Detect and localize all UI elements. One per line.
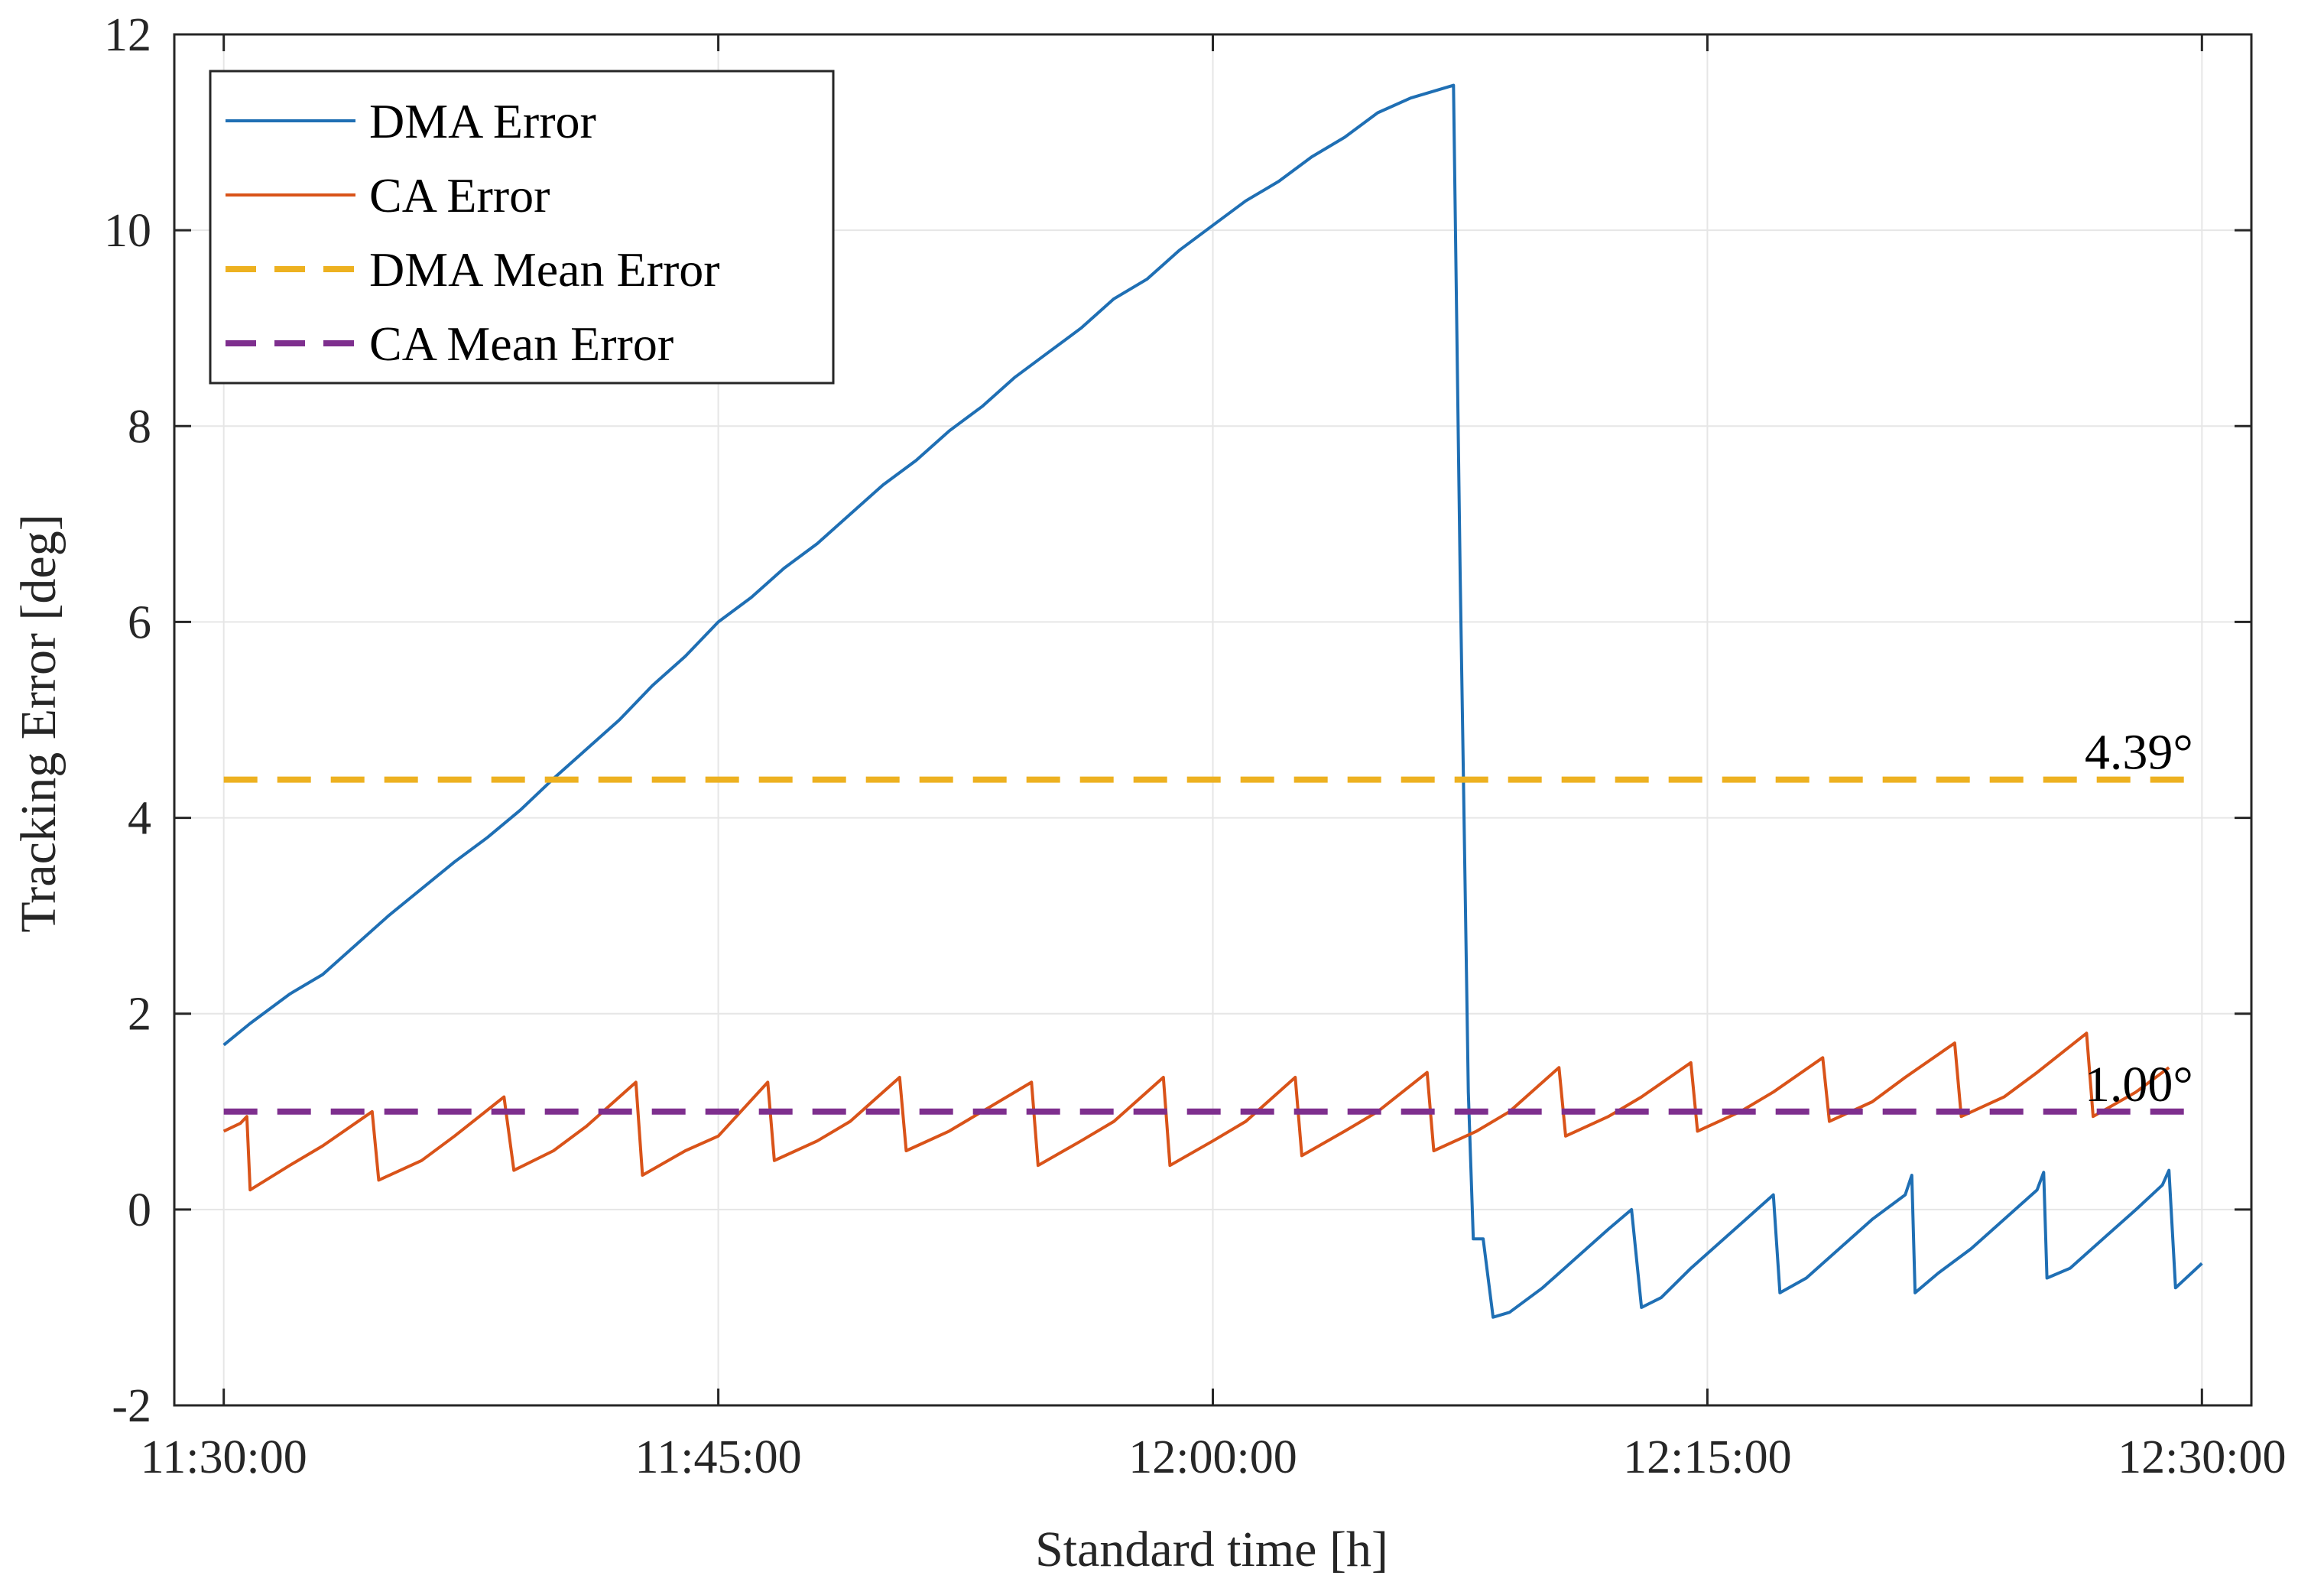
- x-tick-label: 11:30:00: [141, 1431, 307, 1483]
- y-axis-label: Tracking Error [deg]: [11, 514, 67, 932]
- series-line-dma-error: [222, 83, 2203, 1319]
- x-tick-label: 12:15:00: [1623, 1431, 1791, 1483]
- y-tick-label: 2: [128, 989, 151, 1041]
- series-layer: [222, 83, 2203, 1319]
- labels-layer: Standard time [h] Tracking Error [deg]: [11, 514, 1388, 1577]
- y-tick-label: 10: [104, 205, 151, 257]
- legend-label: DMA Mean Error: [369, 242, 720, 297]
- mean-annotation: 1.00°: [2085, 1057, 2193, 1113]
- ticks-layer: 11:30:00 11:45:00 12:00:00 12:15:00 12:30:00…: [104, 9, 2287, 1483]
- legend: DMA Error CA Error DMA Mean Error CA Mean E…: [209, 70, 835, 385]
- mean-annotation: 4.39°: [2085, 725, 2193, 781]
- y-tick-label: 8: [128, 401, 151, 453]
- y-tick-label: -2: [112, 1380, 151, 1432]
- x-axis-label: Standard time [h]: [1035, 1522, 1388, 1577]
- x-tick-label: 12:30:00: [2118, 1431, 2286, 1483]
- y-tick-label: 4: [128, 793, 151, 845]
- x-tick-label: 12:00:00: [1128, 1431, 1297, 1483]
- annotation-layer: 4.39° 1.00°: [2085, 725, 2193, 1113]
- y-tick-label: 6: [128, 596, 151, 648]
- legend-label: CA Error: [369, 168, 550, 223]
- y-tick-label: 0: [128, 1184, 151, 1236]
- legend-label: CA Mean Error: [369, 317, 674, 371]
- y-tick-label: 12: [104, 9, 151, 61]
- x-tick-label: 11:45:00: [635, 1431, 802, 1483]
- legend-label: DMA Error: [369, 94, 596, 148]
- legend-box: [209, 70, 835, 385]
